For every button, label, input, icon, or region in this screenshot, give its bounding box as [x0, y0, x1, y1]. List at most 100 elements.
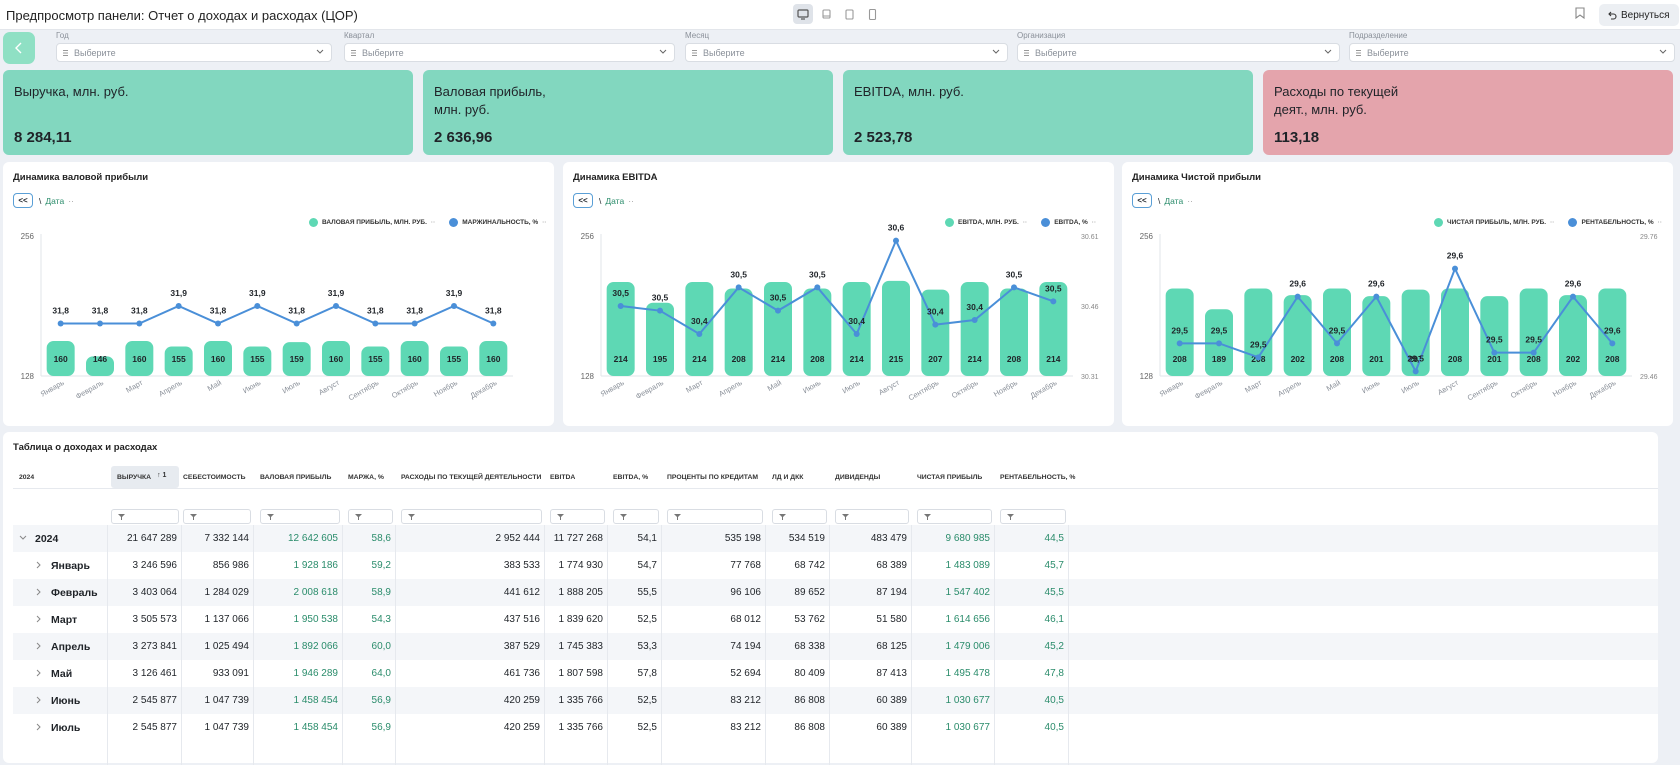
legend-item[interactable]: МАРЖИНАЛЬНОСТЬ, % ·· — [449, 218, 547, 227]
date-dimension[interactable]: \ Дата ·· — [1158, 196, 1193, 206]
row-header[interactable]: Июнь — [35, 687, 80, 714]
legend-item[interactable]: РЕНТАБЕЛЬНОСТЬ, % ·· — [1568, 218, 1662, 227]
column-filter-input[interactable] — [613, 509, 659, 524]
column-filter-input[interactable] — [348, 509, 393, 524]
column-header[interactable]: ВЫРУЧКА ↑ 1 — [111, 466, 179, 488]
back-button[interactable]: Вернуться — [1599, 4, 1679, 26]
legend-item[interactable]: EBITDA, МЛН. РУБ. ·· — [945, 218, 1027, 227]
chevron-right-icon[interactable] — [35, 668, 43, 680]
legend-item[interactable]: EBITDA, % ·· — [1041, 218, 1096, 227]
column-filter-input[interactable] — [1000, 509, 1066, 524]
table-row[interactable]: Февраль 3 403 064 1 284 029 2 008 618 58,9 44… — [13, 579, 1658, 606]
column-filter-input[interactable] — [917, 509, 992, 524]
table-cell: 2 545 877 — [132, 722, 178, 733]
drill-up-button[interactable]: << — [573, 193, 593, 208]
bar — [125, 341, 154, 376]
drill-up-button[interactable]: << — [13, 193, 33, 208]
table-row[interactable]: Март 3 505 573 1 137 066 1 950 538 54,3 437 5… — [13, 606, 1658, 633]
chart-legend: ЧИСТАЯ ПРИБЫЛЬ, МЛН. РУБ. ·· РЕНТАБЕЛЬНОС… — [1434, 218, 1662, 227]
x-tick-label: Февраль — [1193, 378, 1224, 401]
column-header[interactable]: ПРОЦЕНТЫ ПО КРЕДИТАМ — [667, 466, 758, 488]
date-dimension[interactable]: \ Дата ·· — [39, 196, 74, 206]
table-cell: 87 413 — [876, 668, 907, 679]
column-filter-input[interactable] — [111, 509, 179, 524]
filter-year-select[interactable]: Выберите — [56, 43, 332, 62]
row-header[interactable]: 2024 — [19, 525, 58, 552]
column-header[interactable]: ЛД И ДКК — [772, 466, 803, 488]
filter-label: Организация — [1017, 31, 1066, 40]
row-header[interactable]: Январь — [35, 552, 90, 579]
bookmark-icon[interactable] — [1575, 6, 1585, 24]
table-corner-header: 2024 — [19, 473, 35, 481]
column-filter-input[interactable] — [835, 509, 909, 524]
legend-item[interactable]: ЧИСТАЯ ПРИБЫЛЬ, МЛН. РУБ. ·· — [1434, 218, 1554, 227]
chevron-right-icon[interactable] — [35, 695, 43, 707]
filter-organization-select[interactable]: Выберите — [1017, 43, 1340, 62]
row-header[interactable]: Февраль — [35, 579, 98, 606]
column-header[interactable]: СЕБЕСТОИМОСТЬ — [183, 466, 245, 488]
row-header[interactable]: Апрель — [35, 633, 90, 660]
filter-division-select[interactable]: Выберите — [1349, 43, 1675, 62]
chevron-right-icon[interactable] — [35, 641, 43, 653]
column-filter-input[interactable] — [183, 509, 251, 524]
column-filter-input[interactable] — [772, 509, 827, 524]
x-tick-label: Май — [766, 378, 783, 393]
chart-card-net-profit: Динамика Чистой прибыли << \ Дата ·· ЧИС… — [1122, 162, 1673, 426]
table-cell: 54,1 — [637, 533, 657, 544]
column-header[interactable]: ДИВИДЕНДЫ — [835, 466, 880, 488]
line-point — [1373, 293, 1380, 300]
column-header[interactable]: РАСХОДЫ ПО ТЕКУЩЕЙ ДЕЯТЕЛЬНОСТИ — [401, 466, 541, 488]
y-tick-label: 128 — [581, 372, 595, 381]
table-row-total[interactable]: 2024 21 647 289 7 332 144 12 642 605 58,6 2 9… — [13, 525, 1658, 552]
collapse-filters-button[interactable] — [3, 32, 35, 64]
undo-icon — [1608, 11, 1617, 20]
table-row[interactable]: Июль 2 545 877 1 047 739 1 458 454 56,9 420 2… — [13, 714, 1658, 741]
phone-icon[interactable] — [862, 4, 882, 24]
table-row[interactable]: Июнь 2 545 877 1 047 739 1 458 454 56,9 420 2… — [13, 687, 1658, 714]
desktop-icon[interactable] — [793, 4, 813, 24]
drill-up-button[interactable]: << — [1132, 193, 1152, 208]
chevron-right-icon[interactable] — [35, 614, 43, 626]
filter-month-select[interactable]: Выберите — [685, 43, 1008, 62]
drill-icon: \ — [599, 195, 602, 206]
chevron-down-icon — [659, 49, 667, 54]
table-row[interactable]: Апрель 3 273 841 1 025 494 1 892 066 60,0 387… — [13, 633, 1658, 660]
chevron-right-icon[interactable] — [35, 587, 43, 599]
filter-icon — [1007, 514, 1014, 520]
date-dimension-label: Дата — [605, 195, 625, 206]
column-filter-input[interactable] — [260, 509, 340, 524]
legend-item[interactable]: ВАЛОВАЯ ПРИБЫЛЬ, МЛН. РУБ. ·· — [309, 218, 435, 227]
column-header[interactable]: ЧИСТАЯ ПРИБЫЛЬ — [917, 466, 982, 488]
table-cell: 1 888 205 — [558, 587, 604, 598]
bar — [1480, 296, 1509, 376]
line-point — [735, 284, 742, 291]
table-cell: 54,7 — [637, 560, 657, 571]
column-filter-input[interactable] — [667, 509, 763, 524]
column-header[interactable]: EBITDA, % — [613, 466, 648, 488]
chevron-down-icon[interactable] — [19, 533, 27, 545]
column-header[interactable]: РЕНТАБЕЛЬНОСТЬ, % — [1000, 466, 1075, 488]
row-header[interactable]: Июль — [35, 714, 80, 741]
bar-value-label: 159 — [290, 354, 304, 364]
column-filter-input[interactable] — [401, 509, 542, 524]
table-cell: 46,1 — [1044, 614, 1064, 625]
column-header[interactable]: EBITDA — [550, 466, 575, 488]
table-row[interactable]: Май 3 126 461 933 091 1 946 289 64,0 461 736 1… — [13, 660, 1658, 687]
filter-quarter-select[interactable]: Выберите — [344, 43, 675, 62]
row-header[interactable]: Март — [35, 606, 77, 633]
table-cell: 535 198 — [724, 533, 761, 544]
column-header[interactable]: МАРЖА, % — [348, 466, 384, 488]
chevron-right-icon[interactable] — [35, 722, 43, 734]
column-header[interactable]: ВАЛОВАЯ ПРИБЫЛЬ — [260, 466, 331, 488]
tablet-portrait-icon[interactable] — [839, 4, 859, 24]
table-cell: 2 545 877 — [132, 695, 178, 706]
row-header[interactable]: Май — [35, 660, 72, 687]
date-dimension[interactable]: \ Дата ·· — [599, 196, 634, 206]
column-divider — [107, 525, 108, 765]
chevron-right-icon[interactable] — [35, 560, 43, 572]
bar-value-label: 208 — [1330, 354, 1344, 364]
bar — [1283, 295, 1312, 376]
tablet-landscape-icon[interactable] — [816, 4, 836, 24]
column-filter-input[interactable] — [550, 509, 605, 524]
table-row[interactable]: Январь 3 246 596 856 986 1 928 186 59,2 383 5… — [13, 552, 1658, 579]
